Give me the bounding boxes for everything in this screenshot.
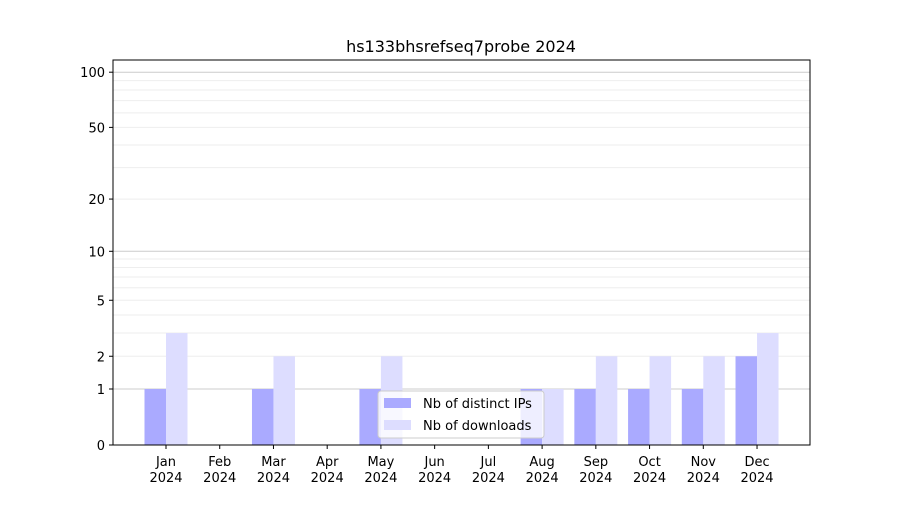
- x-tick-label: Nov 2024: [687, 455, 720, 486]
- legend: Nb of distinct IPs Nb of downloads: [377, 390, 545, 439]
- x-tick-label: May 2024: [364, 455, 397, 486]
- x-tick-label: Sep 2024: [579, 455, 612, 486]
- y-tick-label: 5: [97, 294, 105, 309]
- x-tick-label: Oct 2024: [633, 455, 666, 486]
- bar-distinct-ips: [574, 389, 596, 445]
- bar-distinct-ips: [144, 389, 166, 445]
- x-tick-label: Mar 2024: [257, 455, 290, 486]
- x-tick-label: Dec 2024: [740, 455, 773, 486]
- bar-downloads: [595, 356, 618, 445]
- legend-label-ips: Nb of distinct IPs: [423, 397, 532, 412]
- legend-swatch-downloads: [384, 420, 411, 430]
- bar-downloads: [273, 356, 295, 445]
- bar-downloads: [649, 356, 672, 445]
- bar-distinct-ips: [735, 356, 758, 445]
- x-tick-label: Apr 2024: [311, 455, 344, 486]
- y-tick-label: 100: [80, 66, 105, 81]
- bar-downloads: [166, 333, 188, 445]
- y-tick-label: 1: [97, 383, 105, 398]
- bar-distinct-ips: [681, 389, 704, 445]
- x-tick-label: Jul 2024: [472, 455, 505, 486]
- y-tick-label: 10: [88, 245, 105, 260]
- legend-swatch-ips: [384, 398, 411, 408]
- y-tick-label: 0: [97, 439, 105, 454]
- y-tick-label: 2: [97, 350, 105, 365]
- x-tick-label: Jun 2024: [418, 455, 451, 486]
- plot-frame: [112, 59, 811, 446]
- y-tick-label: 20: [88, 193, 105, 208]
- chart-title: hs133bhsrefseq7probe 2024: [346, 37, 576, 56]
- x-tick-label: Aug 2024: [526, 455, 559, 486]
- bar-distinct-ips: [251, 389, 274, 445]
- x-tick-label: Jan 2024: [149, 455, 182, 486]
- x-tick-label: Feb 2024: [203, 455, 236, 486]
- bar-downloads: [757, 333, 779, 445]
- bar-distinct-ips: [359, 389, 381, 445]
- y-tick-label: 50: [88, 121, 105, 136]
- legend-label-downloads: Nb of downloads: [423, 419, 532, 434]
- legend-box: [377, 390, 545, 439]
- bar-downloads: [703, 356, 725, 445]
- bar-downloads: [542, 389, 564, 445]
- bar-distinct-ips: [628, 389, 650, 445]
